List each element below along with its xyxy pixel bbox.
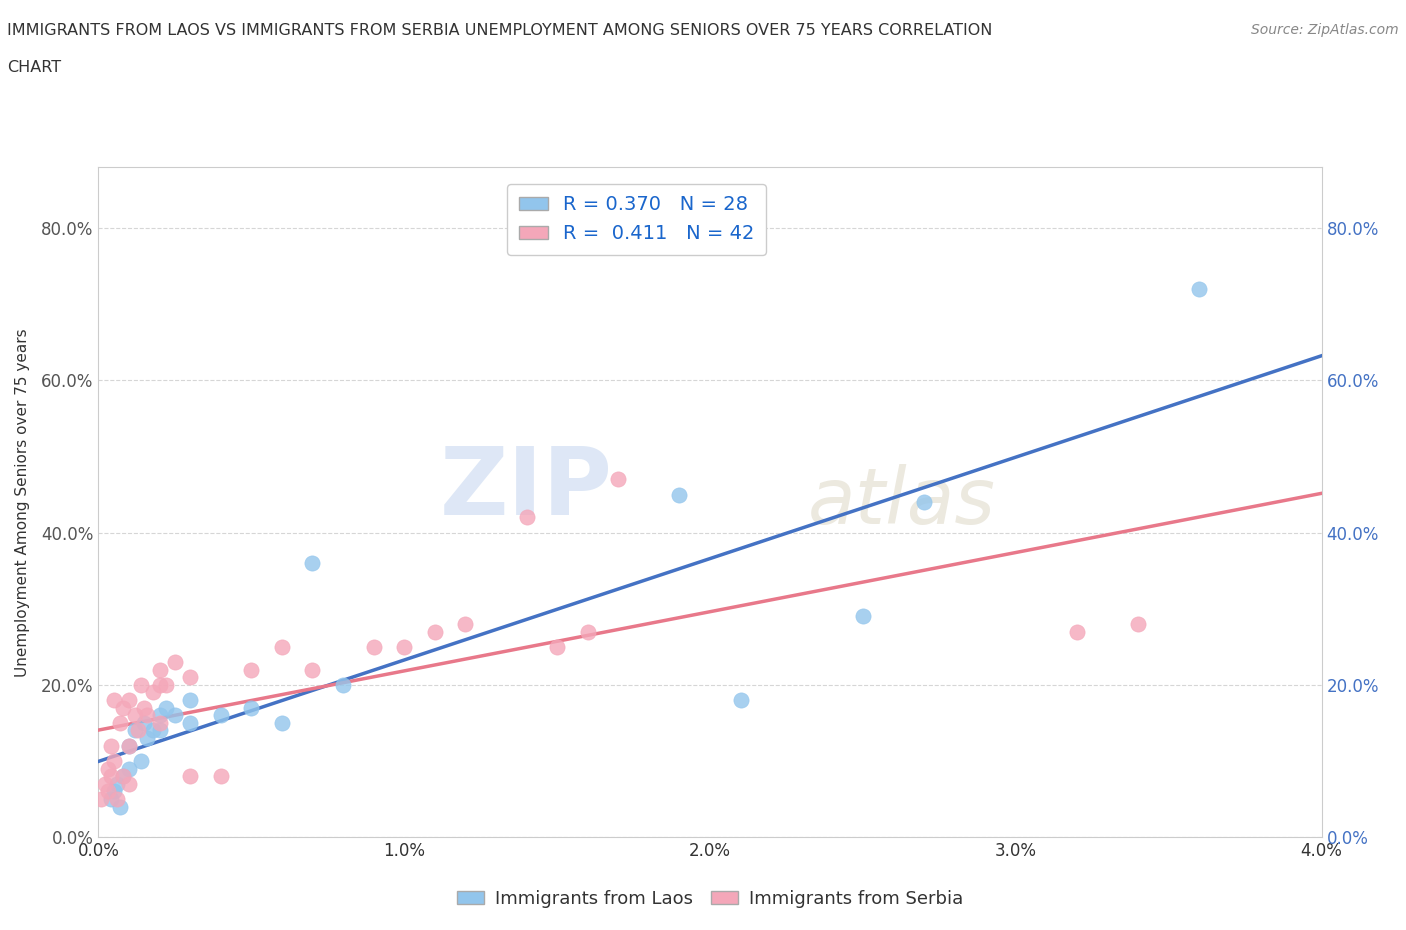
Point (392, 639, 416, 654)
Point (134, 715, 156, 730)
Y-axis label: Unemployment Among Seniors over 75 years: Unemployment Among Seniors over 75 years (15, 328, 30, 676)
Point (155, 700, 177, 715)
Point (97, 784, 120, 799)
Point (105, 791, 128, 806)
Point (1066, 624, 1088, 639)
Point (118, 777, 141, 791)
Point (103, 784, 125, 799)
Point (93, 777, 115, 791)
Point (108, 799, 131, 814)
Point (149, 715, 172, 730)
Point (607, 472, 630, 486)
Point (179, 670, 201, 684)
Point (97, 761, 120, 776)
Point (179, 769, 201, 784)
Point (111, 700, 134, 715)
Point (1188, 282, 1211, 297)
Point (100, 791, 122, 806)
Point (105, 777, 128, 791)
Point (111, 769, 134, 784)
Point (108, 715, 131, 730)
Point (454, 617, 477, 631)
Point (149, 677, 172, 692)
Text: atlas: atlas (808, 464, 995, 540)
Point (730, 693, 752, 708)
Point (90, 791, 112, 806)
Text: ZIP: ZIP (439, 443, 612, 535)
Point (240, 662, 263, 677)
Point (546, 639, 568, 654)
Point (134, 700, 156, 715)
Point (129, 753, 152, 768)
Point (209, 769, 232, 784)
Text: CHART: CHART (7, 60, 60, 75)
Point (668, 487, 690, 502)
Point (136, 731, 159, 746)
Point (100, 738, 122, 753)
Point (1128, 617, 1150, 631)
Point (124, 723, 146, 737)
Point (103, 753, 125, 768)
Point (179, 693, 201, 708)
Point (240, 700, 263, 715)
Point (301, 555, 323, 570)
Text: Source: ZipAtlas.com: Source: ZipAtlas.com (1251, 23, 1399, 37)
Point (163, 708, 186, 723)
Point (301, 662, 323, 677)
Point (149, 723, 172, 737)
Point (423, 624, 446, 639)
Point (363, 639, 385, 654)
Point (852, 609, 875, 624)
Point (149, 708, 172, 723)
Point (332, 677, 354, 692)
Point (111, 769, 134, 784)
Point (118, 761, 141, 776)
Point (270, 715, 294, 730)
Point (118, 693, 141, 708)
Point (142, 723, 165, 737)
Point (127, 723, 149, 737)
Point (136, 708, 159, 723)
Point (103, 693, 125, 708)
Point (270, 639, 294, 654)
Point (149, 662, 172, 677)
Point (179, 715, 201, 730)
Point (129, 677, 152, 692)
Point (576, 624, 599, 639)
Point (118, 738, 141, 753)
Point (155, 677, 177, 692)
Point (516, 510, 538, 525)
Text: IMMIGRANTS FROM LAOS VS IMMIGRANTS FROM SERBIA UNEMPLOYMENT AMONG SENIORS OVER 7: IMMIGRANTS FROM LAOS VS IMMIGRANTS FROM … (7, 23, 993, 38)
Point (912, 495, 935, 510)
Point (124, 708, 146, 723)
Legend: Immigrants from Laos, Immigrants from Serbia: Immigrants from Laos, Immigrants from Se… (450, 883, 970, 915)
Point (118, 738, 141, 753)
Point (209, 708, 232, 723)
Point (142, 685, 165, 700)
Point (163, 655, 186, 670)
Point (100, 769, 122, 784)
